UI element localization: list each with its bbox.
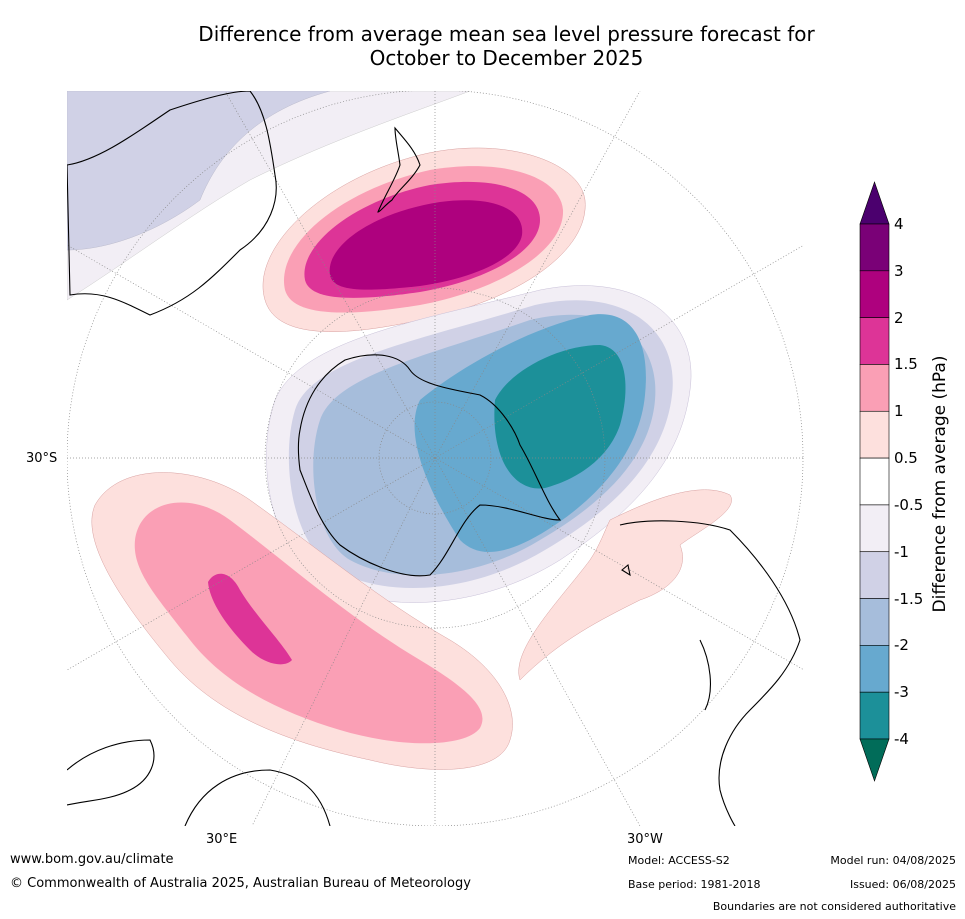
coastline-antarctica	[297, 354, 562, 577]
colorbar-segment	[859, 410, 890, 459]
colorbar-segment	[859, 551, 890, 599]
footer-base-period: Base period: 1981-2018	[628, 878, 761, 891]
colorbar-segment	[859, 457, 890, 506]
colorbar-extend-top	[859, 181, 890, 225]
coastline-falklands	[621, 563, 631, 577]
colorbar-segment	[859, 317, 890, 365]
colorbar-segment	[859, 364, 890, 412]
colorbar-segment	[859, 504, 890, 553]
colorbar-tick-label: -1	[894, 542, 909, 561]
footer-disclaimer: Boundaries are not considered authoritat…	[712, 900, 956, 913]
colorbar-tick-label: -1.5	[894, 589, 924, 608]
colorbar-tick-label: -3	[894, 683, 909, 702]
label-30s: 30°S	[26, 451, 58, 466]
label-30e: 30°E	[206, 832, 238, 847]
anomaly-pos-nz-2	[329, 200, 523, 290]
colorbar-segment	[859, 645, 890, 693]
anomaly-pos-ind-15	[208, 573, 292, 665]
footer-url[interactable]: www.bom.gov.au/climate	[10, 852, 174, 867]
anomaly-neg-ant-3	[494, 345, 626, 489]
colorbar-tick-label: 4	[894, 215, 904, 233]
map-panel	[67, 91, 804, 826]
colorbar-tick-label: -4	[894, 730, 909, 748]
anomaly-pos-ind-1	[134, 502, 483, 744]
footer-issued: Issued: 06/08/2025	[849, 878, 956, 891]
colorbar-segment	[859, 598, 890, 646]
colorbar-tick-label: -2	[894, 636, 909, 655]
colorbar-title: Difference from average (hPa)	[930, 355, 950, 613]
colorbar-extend-bottom	[859, 738, 890, 782]
footer-model: Model: ACCESS-S2	[628, 854, 730, 867]
title-line-1: Difference from average mean sea level p…	[198, 22, 815, 46]
colorbar-segment	[859, 223, 890, 272]
coastline-south-america	[619, 520, 801, 826]
anomaly-pos-sa-05	[518, 489, 732, 681]
colorbar	[859, 181, 890, 782]
anomaly-neg-north-inner	[67, 91, 331, 251]
colorbar-tick-label: 3	[894, 261, 904, 280]
footer-copyright: © Commonwealth of Australia 2025, Austra…	[10, 876, 471, 891]
graticule	[67, 91, 804, 826]
coastline-australia	[67, 91, 277, 316]
map-title: Difference from average mean sea level p…	[0, 22, 965, 70]
colorbar-tick-label: 2	[894, 308, 904, 327]
coastline-africa	[67, 739, 331, 826]
colorbar-tick-label: 0.5	[894, 449, 918, 468]
label-30w: 30°W	[627, 832, 663, 847]
footer-model-run: Model run: 04/08/2025	[830, 854, 956, 867]
title-line-2: October to December 2025	[369, 46, 644, 70]
colorbar-segment	[859, 691, 890, 740]
colorbar-tick-label: 1	[894, 402, 904, 421]
coastline-new-zealand	[377, 126, 421, 213]
colorbar-tick-label: 1.5	[894, 355, 918, 374]
colorbar-tick-label: -0.5	[894, 495, 924, 514]
coastlines	[67, 91, 801, 826]
colorbar-segment	[859, 270, 890, 318]
